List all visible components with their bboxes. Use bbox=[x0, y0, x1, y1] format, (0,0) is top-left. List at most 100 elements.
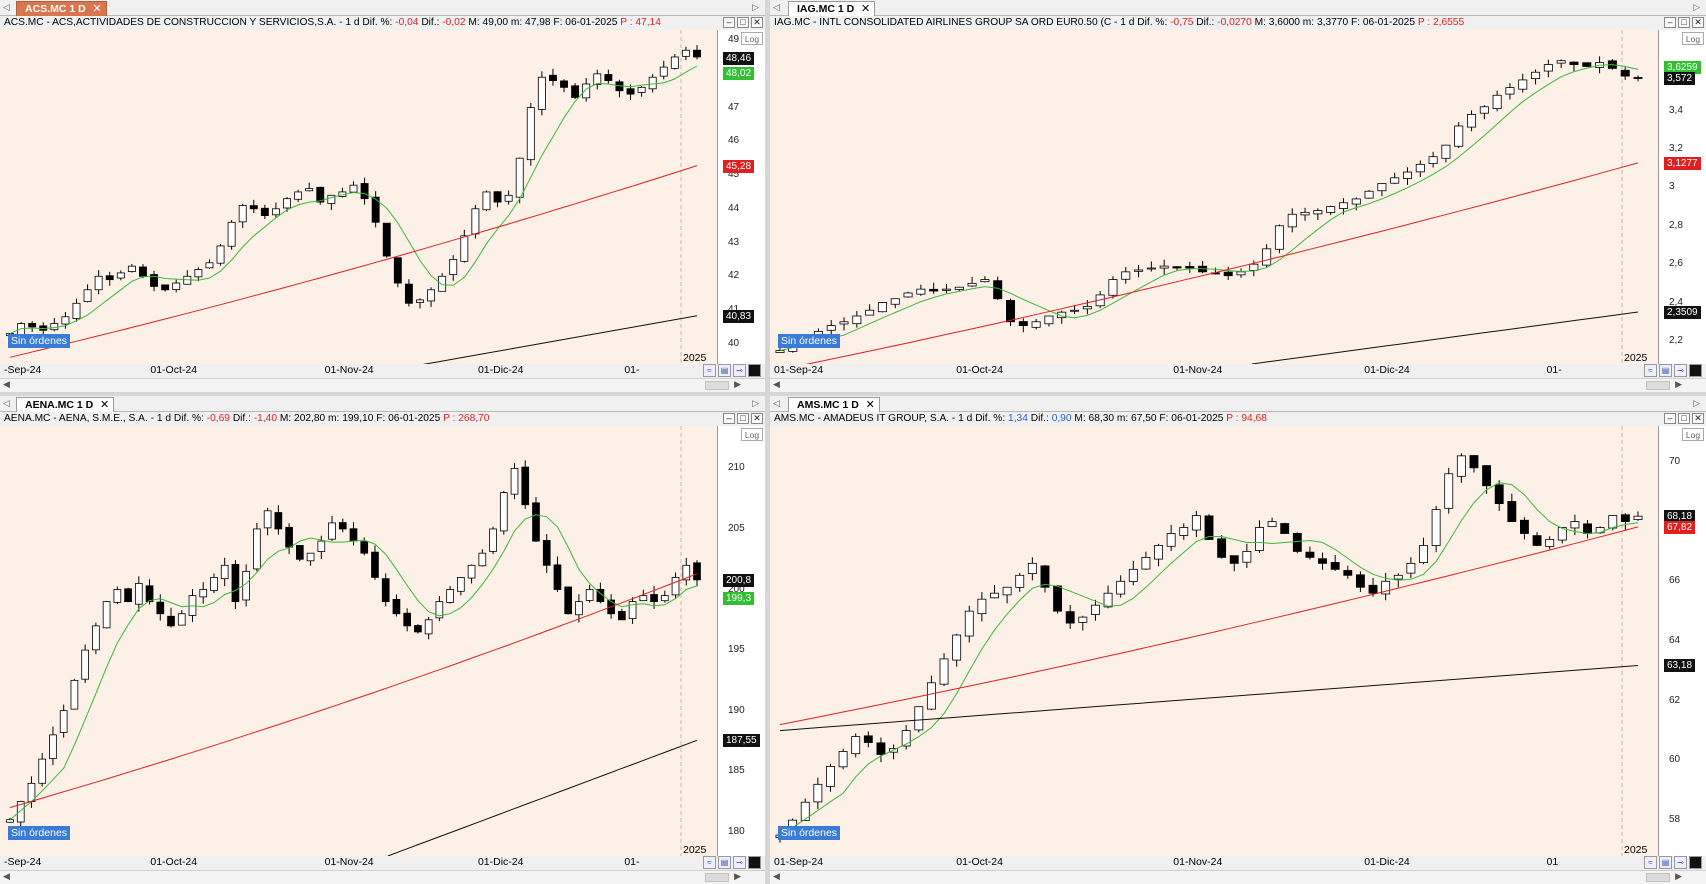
no-orders-badge[interactable]: Sin órdenes bbox=[8, 334, 71, 348]
scroll-left-icon[interactable]: ◀ bbox=[3, 379, 10, 389]
scroll-thumb[interactable] bbox=[705, 381, 729, 390]
chart-tool-buttons: ≈ ▤ ⊸ bbox=[1644, 364, 1702, 377]
minimize-icon[interactable]: – bbox=[723, 413, 735, 424]
price-chart[interactable]: Sin órdenes 2025 bbox=[770, 426, 1658, 856]
time-axis[interactable]: 01-Sep-24 01-Oct-24 01-Nov-24 01-Dic-24 01- ≈… bbox=[770, 364, 1706, 378]
scroll-right-icon[interactable]: ▶ bbox=[1675, 379, 1682, 389]
scroll-right-icon[interactable]: ▶ bbox=[734, 379, 741, 389]
tab-scroll-right-icon[interactable]: ▷ bbox=[752, 398, 759, 408]
vertical-splitter[interactable] bbox=[765, 0, 770, 884]
log-scale-button[interactable]: Log bbox=[1682, 428, 1704, 441]
log-scale-button[interactable]: Log bbox=[1682, 32, 1704, 45]
log-scale-button[interactable]: Log bbox=[741, 32, 763, 45]
price-tag: 40,83 bbox=[723, 309, 755, 323]
color-swatch-icon[interactable] bbox=[1689, 856, 1702, 869]
tab-scroll-right-icon[interactable]: ▷ bbox=[1693, 2, 1700, 12]
tab-bar: ◁ ▷ AENA.MC 1 D ✕ bbox=[0, 396, 765, 412]
info-p-label: P : bbox=[443, 413, 456, 424]
color-swatch-icon[interactable] bbox=[1689, 364, 1702, 377]
candle bbox=[1326, 205, 1336, 216]
scroll-right-icon[interactable]: ▶ bbox=[1675, 871, 1682, 881]
tab-scroll-left-icon[interactable]: ◁ bbox=[3, 2, 10, 12]
time-tick-label: 01-Nov-24 bbox=[324, 364, 374, 376]
minimize-icon[interactable]: – bbox=[1664, 413, 1676, 424]
scroll-left-icon[interactable]: ◀ bbox=[773, 871, 780, 881]
maximize-icon[interactable]: □ bbox=[737, 413, 749, 424]
color-swatch-icon[interactable] bbox=[748, 364, 761, 377]
log-scale-button[interactable]: Log bbox=[741, 428, 763, 441]
save-icon[interactable]: ▤ bbox=[1659, 856, 1672, 869]
scroll-thumb[interactable] bbox=[1646, 873, 1670, 882]
horizontal-scrollbar[interactable]: ◀ ▶ bbox=[770, 378, 1706, 392]
tab-scroll-left-icon[interactable]: ◁ bbox=[3, 398, 10, 408]
no-orders-badge[interactable]: Sin órdenes bbox=[778, 826, 841, 840]
close-icon[interactable]: ✕ bbox=[1692, 17, 1704, 28]
close-icon[interactable]: ✕ bbox=[751, 413, 763, 424]
price-chart[interactable]: Sin órdenes 2025 bbox=[0, 426, 717, 857]
color-swatch-icon[interactable] bbox=[748, 856, 761, 869]
candle bbox=[553, 556, 562, 593]
tab-scroll-right-icon[interactable]: ▷ bbox=[1693, 398, 1700, 408]
tab-ams[interactable]: AMS.MC 1 D ✕ bbox=[788, 397, 880, 412]
horizontal-scrollbar[interactable]: ◀ ▶ bbox=[0, 870, 765, 884]
close-icon[interactable]: ✕ bbox=[751, 17, 763, 28]
scroll-left-icon[interactable]: ◀ bbox=[3, 871, 10, 881]
tab-scroll-right-icon[interactable]: ▷ bbox=[752, 2, 759, 12]
close-tab-icon[interactable]: ✕ bbox=[92, 3, 102, 15]
pin-icon[interactable]: ⊸ bbox=[1674, 364, 1687, 377]
candle bbox=[70, 678, 79, 710]
time-axis[interactable]: -Sep-24 01-Oct-24 01-Nov-24 01-Dic-24 01- ≈ ▤ ⊸ bbox=[0, 856, 765, 870]
time-tick-label: -Sep-24 bbox=[4, 856, 42, 868]
pin-icon[interactable]: ⊸ bbox=[1674, 856, 1687, 869]
ma-medium-line bbox=[9, 573, 698, 808]
tab-scroll-left-icon[interactable]: ◁ bbox=[773, 2, 780, 12]
candle bbox=[1620, 513, 1630, 530]
candle bbox=[72, 298, 81, 322]
window-buttons: – □ ✕ bbox=[723, 17, 763, 29]
no-orders-badge[interactable]: Sin órdenes bbox=[778, 334, 841, 348]
tab-iag[interactable]: IAG.MC 1 D ✕ bbox=[788, 1, 876, 16]
tab-acs[interactable]: ACS.MC 1 D ✕ bbox=[16, 1, 107, 16]
scroll-thumb[interactable] bbox=[1646, 381, 1670, 390]
price-chart[interactable]: Sin órdenes 2025 bbox=[770, 30, 1658, 371]
close-tab-icon[interactable]: ✕ bbox=[100, 399, 110, 411]
price-chart[interactable]: Sin órdenes 2025 bbox=[0, 30, 717, 372]
maximize-icon[interactable]: □ bbox=[1678, 413, 1690, 424]
close-tab-icon[interactable]: ✕ bbox=[865, 399, 875, 411]
time-axis[interactable]: 01-Sep-24 01-Oct-24 01-Nov-24 01-Dic-24 01 ≈ ▤… bbox=[770, 856, 1706, 870]
horizontal-splitter[interactable] bbox=[0, 392, 1706, 396]
indicator-icon[interactable]: ≈ bbox=[1644, 856, 1657, 869]
indicator-icon[interactable]: ≈ bbox=[703, 856, 716, 869]
year-label: 2025 bbox=[1624, 352, 1648, 364]
horizontal-scrollbar[interactable]: ◀ ▶ bbox=[0, 378, 765, 392]
indicator-icon[interactable]: ≈ bbox=[703, 364, 716, 377]
tab-aena[interactable]: AENA.MC 1 D ✕ bbox=[16, 397, 115, 412]
save-icon[interactable]: ▤ bbox=[718, 856, 731, 869]
pin-icon[interactable]: ⊸ bbox=[733, 364, 746, 377]
minimize-icon[interactable]: – bbox=[723, 17, 735, 28]
close-icon[interactable]: ✕ bbox=[1692, 413, 1704, 424]
pin-icon[interactable]: ⊸ bbox=[733, 856, 746, 869]
candle bbox=[194, 267, 203, 282]
maximize-icon[interactable]: □ bbox=[1678, 17, 1690, 28]
scroll-right-icon[interactable]: ▶ bbox=[734, 871, 741, 881]
candle bbox=[1343, 565, 1353, 579]
scroll-left-icon[interactable]: ◀ bbox=[773, 379, 780, 389]
price-axis[interactable]: Log4948474645444342414048,4648,0245,2840… bbox=[717, 30, 765, 364]
minimize-icon[interactable]: – bbox=[1664, 17, 1676, 28]
no-orders-badge[interactable]: Sin órdenes bbox=[8, 826, 71, 840]
price-axis[interactable]: Log3,63,43,232,82,62,42,23,62593,5723,12… bbox=[1658, 30, 1706, 364]
horizontal-scrollbar[interactable]: ◀ ▶ bbox=[770, 870, 1706, 884]
close-tab-icon[interactable]: ✕ bbox=[860, 3, 871, 15]
info-dif-pct-label: Dif. %: bbox=[975, 413, 1006, 424]
time-axis[interactable]: -Sep-24 01-Oct-24 01-Nov-24 01-Dic-24 01- ≈ ▤ ⊸ bbox=[0, 364, 765, 378]
tab-scroll-left-icon[interactable]: ◁ bbox=[773, 398, 780, 408]
indicator-icon[interactable]: ≈ bbox=[1644, 364, 1657, 377]
save-icon[interactable]: ▤ bbox=[718, 364, 731, 377]
price-axis[interactable]: Log 210 205 200 195 190 185 180 200,8 199,3 187,55 bbox=[717, 426, 765, 856]
scroll-thumb[interactable] bbox=[705, 873, 729, 882]
maximize-icon[interactable]: □ bbox=[737, 17, 749, 28]
save-icon[interactable]: ▤ bbox=[1659, 364, 1672, 377]
price-tick-label: 205 bbox=[728, 522, 745, 534]
